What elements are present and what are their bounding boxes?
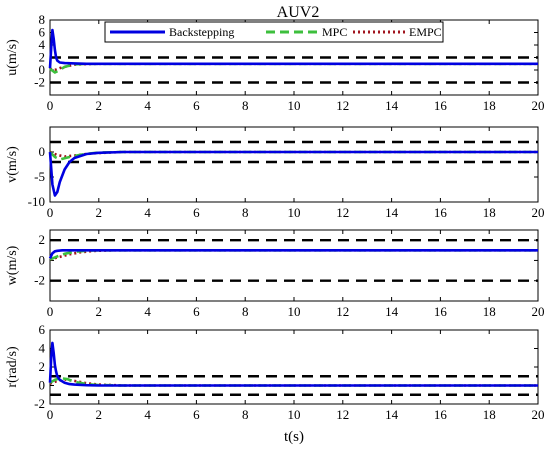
w-xtick-label: 0 (47, 304, 54, 319)
w-ytick-label: 2 (39, 232, 46, 247)
x-axis-label: t(s) (284, 429, 304, 445)
v-xtick-label: 8 (242, 205, 249, 220)
u-xtick-label: 18 (483, 98, 496, 113)
v-xtick-label: 12 (336, 205, 349, 220)
v-xtick-label: 16 (434, 205, 448, 220)
w-ytick-label: 0 (39, 252, 46, 267)
w-xtick-label: 12 (336, 304, 349, 319)
w-xtick-label: 16 (434, 304, 448, 319)
w-xtick-label: 20 (532, 304, 545, 319)
legend-label-mpc: MPC (322, 25, 347, 39)
v-series-mpc (49, 150, 538, 161)
w-series-empc (49, 249, 538, 261)
w-xtick-label: 4 (144, 304, 151, 319)
w-xtick-label: 14 (385, 304, 399, 319)
r-axes-box (49, 329, 539, 405)
r-series-backstepping (48, 341, 538, 387)
r-y-axis-label: r(rad/s) (5, 346, 20, 388)
r-xtick-label: 4 (144, 407, 151, 422)
v-xtick-label: 4 (144, 205, 151, 220)
r-xtick-label: 8 (242, 407, 249, 422)
r-ytick-label: 4 (39, 341, 46, 356)
subplot-w: 0 2 4 6 8 10 12 14 16 18 20 -2 0 2 w(m/s) (5, 229, 545, 319)
v-y-axis-label: v(m/s) (5, 146, 20, 183)
v-xtick-label: 18 (483, 205, 496, 220)
v-xtick-label: 20 (532, 205, 545, 220)
legend-label-empc: EMPC (409, 25, 442, 39)
v-xtick-label: 14 (385, 205, 399, 220)
u-xtick-label: 8 (242, 98, 249, 113)
u-xtick-label: 6 (193, 98, 200, 113)
u-ytick-label: 6 (39, 25, 46, 40)
v-ytick-label: -10 (28, 194, 45, 209)
w-series-backstepping (48, 249, 538, 259)
r-xtick-label: 2 (96, 407, 103, 422)
r-ytick-label: 6 (39, 322, 46, 337)
w-series-mpc (49, 249, 538, 261)
r-xtick-label: 0 (47, 407, 54, 422)
w-xtick-label: 2 (96, 304, 103, 319)
w-xtick-label: 6 (193, 304, 200, 319)
u-xtick-label: 10 (288, 98, 301, 113)
legend: Backstepping MPC EMPC (104, 21, 444, 43)
u-series-backstepping (48, 28, 538, 69)
u-ytick-label: 8 (39, 12, 46, 27)
v-xtick-label: 2 (96, 205, 103, 220)
r-xtick-label: 6 (193, 407, 200, 422)
legend-label-backstepping: Backstepping (169, 25, 234, 39)
v-xtick-label: 6 (193, 205, 200, 220)
r-ytick-label: -2 (34, 396, 45, 411)
r-xtick-label: 10 (288, 407, 301, 422)
u-xtick-label: 2 (96, 98, 103, 113)
r-xtick-label: 20 (532, 407, 545, 422)
u-ytick-label: 4 (39, 37, 46, 52)
w-xtick-label: 18 (483, 304, 496, 319)
u-ytick-label: 0 (39, 62, 46, 77)
w-y-axis-label: w(m/s) (5, 245, 20, 285)
u-y-axis-label: u(m/s) (5, 39, 20, 76)
figure-title: AUV2 (277, 4, 320, 21)
u-ytick-label: -2 (34, 75, 45, 90)
w-ytick-label: -2 (34, 273, 45, 288)
u-ytick-label: 2 (39, 50, 46, 65)
v-axes-box (49, 126, 539, 203)
u-xtick-label: 16 (434, 98, 448, 113)
r-xtick-label: 12 (336, 407, 349, 422)
v-xtick-label: 0 (47, 205, 54, 220)
r-xtick-label: 16 (434, 407, 448, 422)
w-xtick-label: 8 (242, 304, 249, 319)
subplot-v: 0 2 4 6 8 10 12 14 16 18 20 -10 -5 0 v(m/s) (5, 126, 545, 220)
r-ytick-label: 0 (39, 378, 46, 393)
v-ytick-label: 0 (39, 144, 46, 159)
v-xtick-label: 10 (288, 205, 301, 220)
w-xtick-label: 10 (288, 304, 301, 319)
u-xtick-label: 12 (336, 98, 349, 113)
r-xtick-label: 14 (385, 407, 399, 422)
u-xtick-label: 14 (385, 98, 399, 113)
r-series-mpc (49, 376, 538, 387)
r-xtick-label: 18 (483, 407, 496, 422)
u-xtick-label: 0 (47, 98, 54, 113)
v-ytick-label: -5 (34, 169, 45, 184)
v-series-backstepping (48, 150, 538, 197)
u-series-mpc (49, 62, 538, 74)
u-xtick-label: 20 (532, 98, 545, 113)
r-ytick-label: 2 (39, 359, 46, 374)
u-xtick-label: 4 (144, 98, 151, 113)
